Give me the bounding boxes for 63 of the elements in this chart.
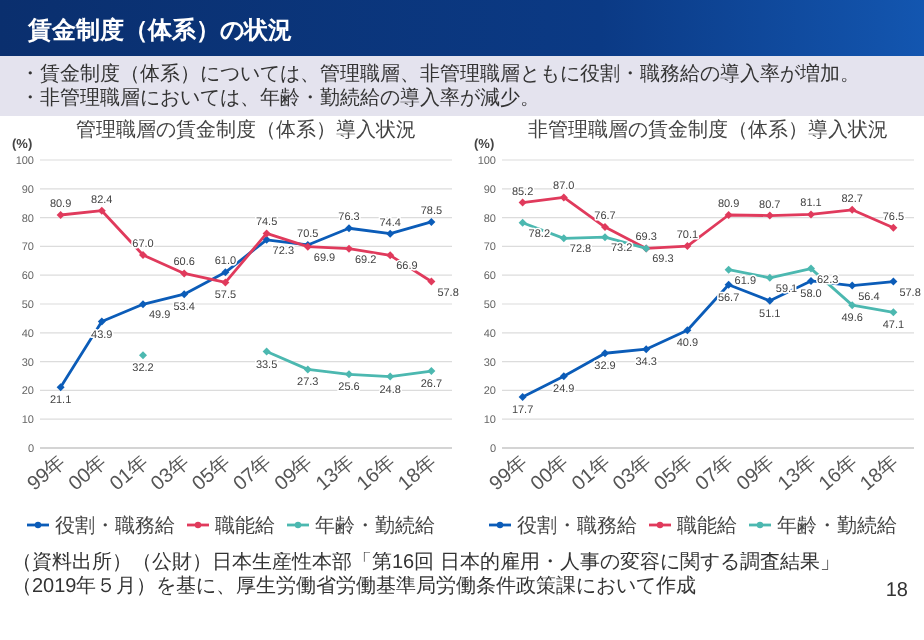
point [386,372,395,381]
point [724,280,733,289]
point [262,229,271,238]
legend-label: 年齢・勤続給 [315,514,435,538]
point [601,233,609,242]
point [262,347,271,356]
point [807,276,815,285]
point [180,290,189,299]
legend-label: 職能給 [215,514,275,538]
point [97,317,106,326]
point [345,244,353,253]
text: ・賃金制度（体系）については、管理職層、非管理職層ともに役割・職務給の導入率が増加。 [20,62,860,86]
point [559,372,568,381]
point [889,308,898,317]
point [765,211,774,220]
legend-label: 役割・職務給 [55,514,175,538]
point [889,277,898,286]
point [683,326,692,335]
point [139,351,147,360]
point [56,211,65,220]
point [848,281,857,290]
legend-label: 年齢・勤続給 [777,514,897,538]
point [386,251,395,260]
point [518,393,527,402]
point [724,265,733,274]
point [221,278,230,287]
chart-title: 管理職層の賃金制度（体系）導入状況 [76,118,416,142]
point [345,370,353,379]
point [180,269,189,278]
point [97,206,106,215]
point [303,365,312,374]
point [642,345,651,354]
point [345,224,353,233]
chart-title: 非管理職層の賃金制度（体系）導入状況 [528,118,888,142]
point [765,296,774,305]
point [765,273,774,282]
legend-label: 役割・職務給 [517,514,637,538]
point [807,264,815,273]
point [559,234,568,243]
point [559,193,568,202]
point [724,211,733,220]
point [386,229,395,238]
point [427,217,436,226]
point [262,235,271,244]
point [427,367,436,376]
point [518,198,527,207]
point [601,223,609,232]
point [848,301,857,310]
point [683,242,692,251]
point [848,205,857,214]
legend-label: 職能給 [677,514,737,538]
point [889,223,898,232]
point [139,251,147,260]
text: 18 [885,580,909,602]
text: 賃金制度（体系）の状況 [26,16,292,44]
text: ・非管理職層においては、年齢・勤続給の導入率が減少。 [20,86,540,110]
point [807,210,815,219]
point [518,218,527,227]
point [221,268,230,277]
point [601,349,609,358]
point [139,300,147,309]
point [427,277,436,286]
point [56,383,65,392]
